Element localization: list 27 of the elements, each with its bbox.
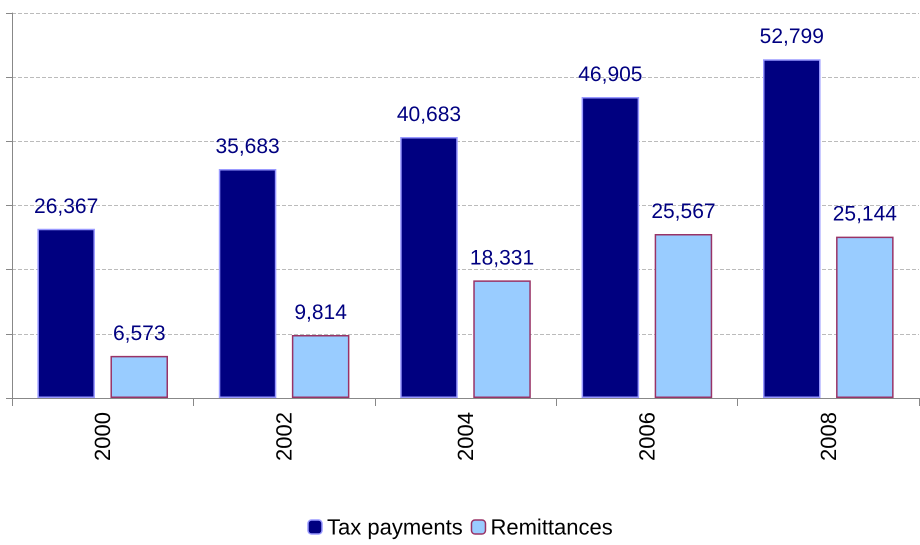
bar xyxy=(110,356,168,398)
data-label: 35,683 xyxy=(215,135,280,158)
x-tick-label: 2002 xyxy=(272,412,297,461)
data-label: 18,331 xyxy=(470,246,534,270)
bar xyxy=(37,228,95,398)
bar xyxy=(400,136,458,398)
bar xyxy=(473,280,531,398)
data-label: 52,799 xyxy=(760,25,824,48)
data-label: 26,367 xyxy=(34,194,98,218)
data-label: 9,814 xyxy=(294,301,348,324)
x-tick-label: 2008 xyxy=(816,412,841,461)
x-tick-label: 2000 xyxy=(90,412,116,461)
bar xyxy=(292,335,350,398)
legend-label: Tax payments xyxy=(327,514,463,540)
data-label: 25,567 xyxy=(651,200,716,223)
x-tick-label: 2006 xyxy=(634,412,660,461)
bar xyxy=(582,97,640,398)
data-label: 6,573 xyxy=(112,322,166,345)
data-label: 46,905 xyxy=(578,63,642,86)
legend-label: Remittances xyxy=(490,514,613,540)
bar xyxy=(218,169,276,398)
bar xyxy=(762,59,821,398)
x-tick-label: 2004 xyxy=(453,412,478,461)
bar xyxy=(654,234,712,398)
data-label: 25,144 xyxy=(832,202,898,226)
data-label: 40,683 xyxy=(396,102,462,126)
bar xyxy=(836,236,894,398)
